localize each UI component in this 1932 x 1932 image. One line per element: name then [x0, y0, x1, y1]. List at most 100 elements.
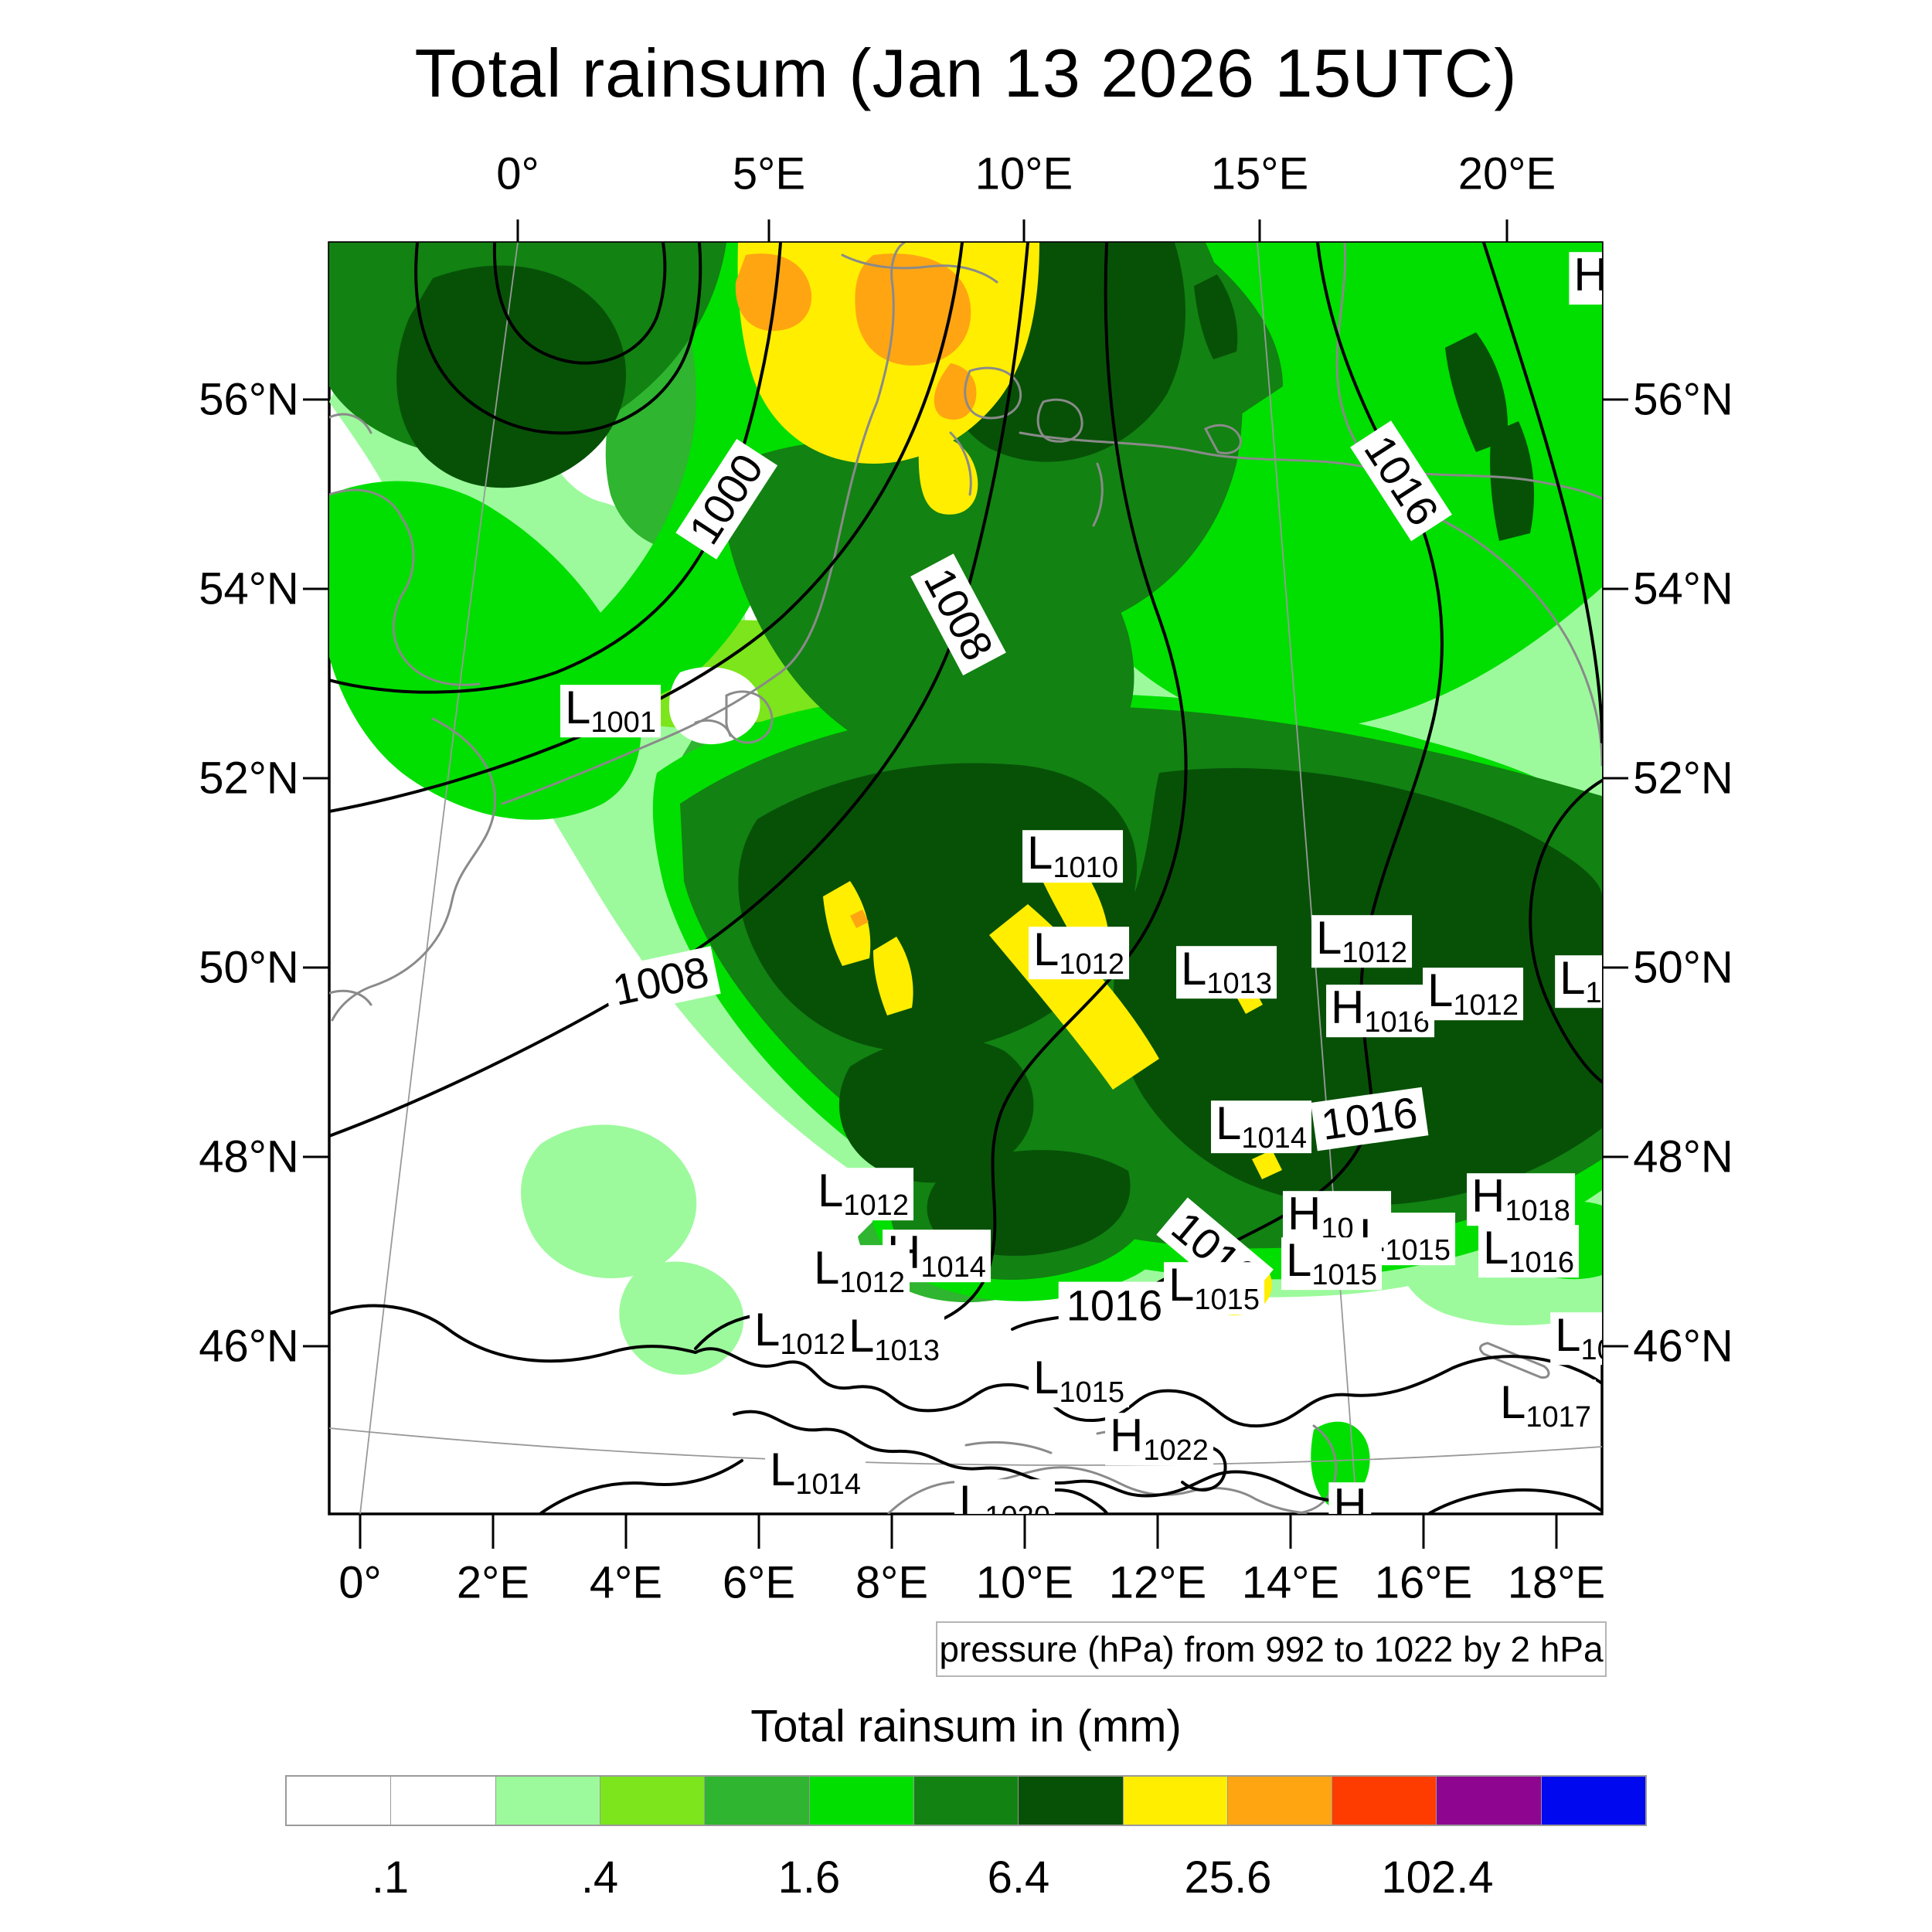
pressure-marker: L1015: [1029, 1355, 1129, 1407]
pressure-value: 1012: [1059, 947, 1124, 981]
pressure-letter: H: [1333, 1479, 1367, 1514]
bottom-axis-label: 2°E: [456, 1557, 530, 1608]
pressure-letter: L: [1560, 952, 1586, 1005]
pressure-letter: H: [1110, 1410, 1144, 1462]
pressure-value: 1013: [1206, 967, 1272, 1000]
pressure-value: 1001: [590, 706, 656, 739]
colorbar-tick-label: .1: [371, 1852, 410, 1903]
pressure-letter: L: [1168, 1259, 1195, 1311]
pressure-marker: H1018: [1467, 1173, 1575, 1226]
pressure-letter: H: [1287, 1188, 1321, 1240]
colorbar-cell: [809, 1777, 914, 1825]
pressure-marker: L10: [1550, 1312, 1602, 1365]
colorbar-tick-label: .4: [580, 1852, 619, 1903]
pressure-marker: L1020: [954, 1479, 1055, 1514]
top-axis-label: 5°E: [732, 148, 806, 199]
pressure-marker: L10: [1555, 955, 1602, 1008]
right-axis-label: 54°N: [1633, 563, 1733, 614]
pressure-letter: L: [1316, 912, 1342, 964]
bottom-axis-label: 16°E: [1374, 1557, 1473, 1608]
colorbar-cell: [1123, 1777, 1228, 1825]
pressure-marker: L1012: [750, 1307, 850, 1359]
bottom-axis-label: 18°E: [1507, 1557, 1606, 1608]
pressure-letter: L: [1027, 827, 1053, 879]
right-axis-label: 50°N: [1633, 942, 1733, 993]
pressure-marker: L1017: [1495, 1379, 1596, 1432]
pressure-value: 1015: [1385, 1233, 1451, 1267]
pressure-letter: L: [959, 1476, 985, 1514]
colorbar-cell: [913, 1777, 1019, 1825]
bottom-axis-label: 4°E: [589, 1557, 663, 1608]
top-axis-label: 15°E: [1210, 148, 1309, 199]
right-axis-label: 46°N: [1633, 1321, 1733, 1372]
pressure-value: 1014: [920, 1250, 986, 1284]
left-axis-label: 48°N: [199, 1131, 299, 1182]
left-axis-label: 54°N: [199, 563, 299, 614]
pressure-letter: L: [1286, 1234, 1312, 1287]
colorbar-tick-label: 6.4: [987, 1852, 1050, 1903]
pressure-letter: L: [565, 682, 591, 734]
colorbar-cell: [600, 1777, 706, 1825]
right-axis-label: 56°N: [1633, 374, 1733, 425]
pressure-letter: L: [754, 1304, 781, 1356]
colorbar-cell: [1019, 1777, 1124, 1825]
pressure-marker: L1015: [1164, 1262, 1264, 1315]
colorbar-cell: [391, 1777, 496, 1825]
bottom-axis-label: 0°: [338, 1557, 382, 1608]
pressure-letter: L: [1216, 1097, 1242, 1150]
top-axis-label: 20°E: [1458, 148, 1556, 199]
pressure-value: 1012: [839, 1266, 905, 1299]
pressure-letter: L: [1033, 923, 1060, 976]
colorbar-cell: [1332, 1777, 1437, 1825]
bottom-axis-label: 10°E: [975, 1557, 1074, 1608]
pressure-marker: L1015: [1281, 1237, 1382, 1290]
right-axis-label: 48°N: [1633, 1131, 1733, 1182]
pressure-marker: L1013: [1176, 946, 1277, 998]
pressure-letter: L: [1033, 1352, 1060, 1404]
left-axis-label: 56°N: [199, 374, 299, 425]
bottom-axis-label: 12°E: [1108, 1557, 1207, 1608]
pressure-value: 1020: [985, 1501, 1050, 1514]
pressure-value: 1012: [780, 1328, 845, 1361]
pressure-letter: L: [1500, 1376, 1526, 1429]
pressure-value: 1022: [1143, 1434, 1209, 1467]
pressure-marker: L1012: [1311, 915, 1412, 968]
isobar-value-label: 1016: [1058, 1281, 1171, 1331]
pressure-value: 1012: [1453, 988, 1519, 1022]
pressure-marker: L1014: [1211, 1100, 1311, 1153]
pressure-value: 1017: [1526, 1400, 1591, 1434]
pressure-legend: pressure (hPa) from 992 to 1022 by 2 hPa: [936, 1621, 1607, 1677]
pressure-value: 10: [1585, 976, 1602, 1009]
pressure-marker: H1022: [1105, 1413, 1213, 1465]
bottom-axis-label: 8°E: [855, 1557, 929, 1608]
pressure-marker: H1016: [1326, 985, 1434, 1037]
pressure-letter: L: [818, 1165, 844, 1217]
pressure-marker: L1013: [844, 1313, 944, 1366]
pressure-marker: L1016: [1478, 1225, 1579, 1277]
pressure-value: 1014: [1241, 1121, 1307, 1155]
pressure-letter: L: [1483, 1222, 1509, 1274]
pressure-letter: H: [1573, 249, 1602, 301]
pressure-marker: H: [1569, 252, 1602, 304]
pressure-value: 1018: [1505, 1194, 1570, 1227]
colorbar-cell: [1437, 1777, 1542, 1825]
axis-ticks: [303, 219, 1628, 1549]
colorbar: [285, 1775, 1647, 1826]
pressure-letter: H: [1331, 981, 1365, 1034]
pressure-letter: L: [1181, 943, 1207, 995]
top-axis-label: 10°E: [975, 148, 1073, 199]
colorbar-cell: [287, 1777, 392, 1825]
pressure-marker: L1012: [1423, 968, 1523, 1020]
pressure-marker: L1014: [765, 1447, 866, 1499]
pressure-marker: L1012: [809, 1245, 910, 1298]
pressure-value: 10: [1580, 1333, 1602, 1366]
left-axis-label: 46°N: [199, 1321, 299, 1372]
pressure-value: 1016: [1509, 1246, 1574, 1279]
pressure-value: 1015: [1059, 1376, 1124, 1409]
pressure-letter: L: [770, 1444, 796, 1496]
pressure-value: 1010: [1053, 851, 1118, 884]
pressure-letter: L: [1555, 1309, 1581, 1362]
bottom-axis-label: 6°E: [722, 1557, 796, 1608]
pressure-marker: H: [1328, 1479, 1372, 1514]
